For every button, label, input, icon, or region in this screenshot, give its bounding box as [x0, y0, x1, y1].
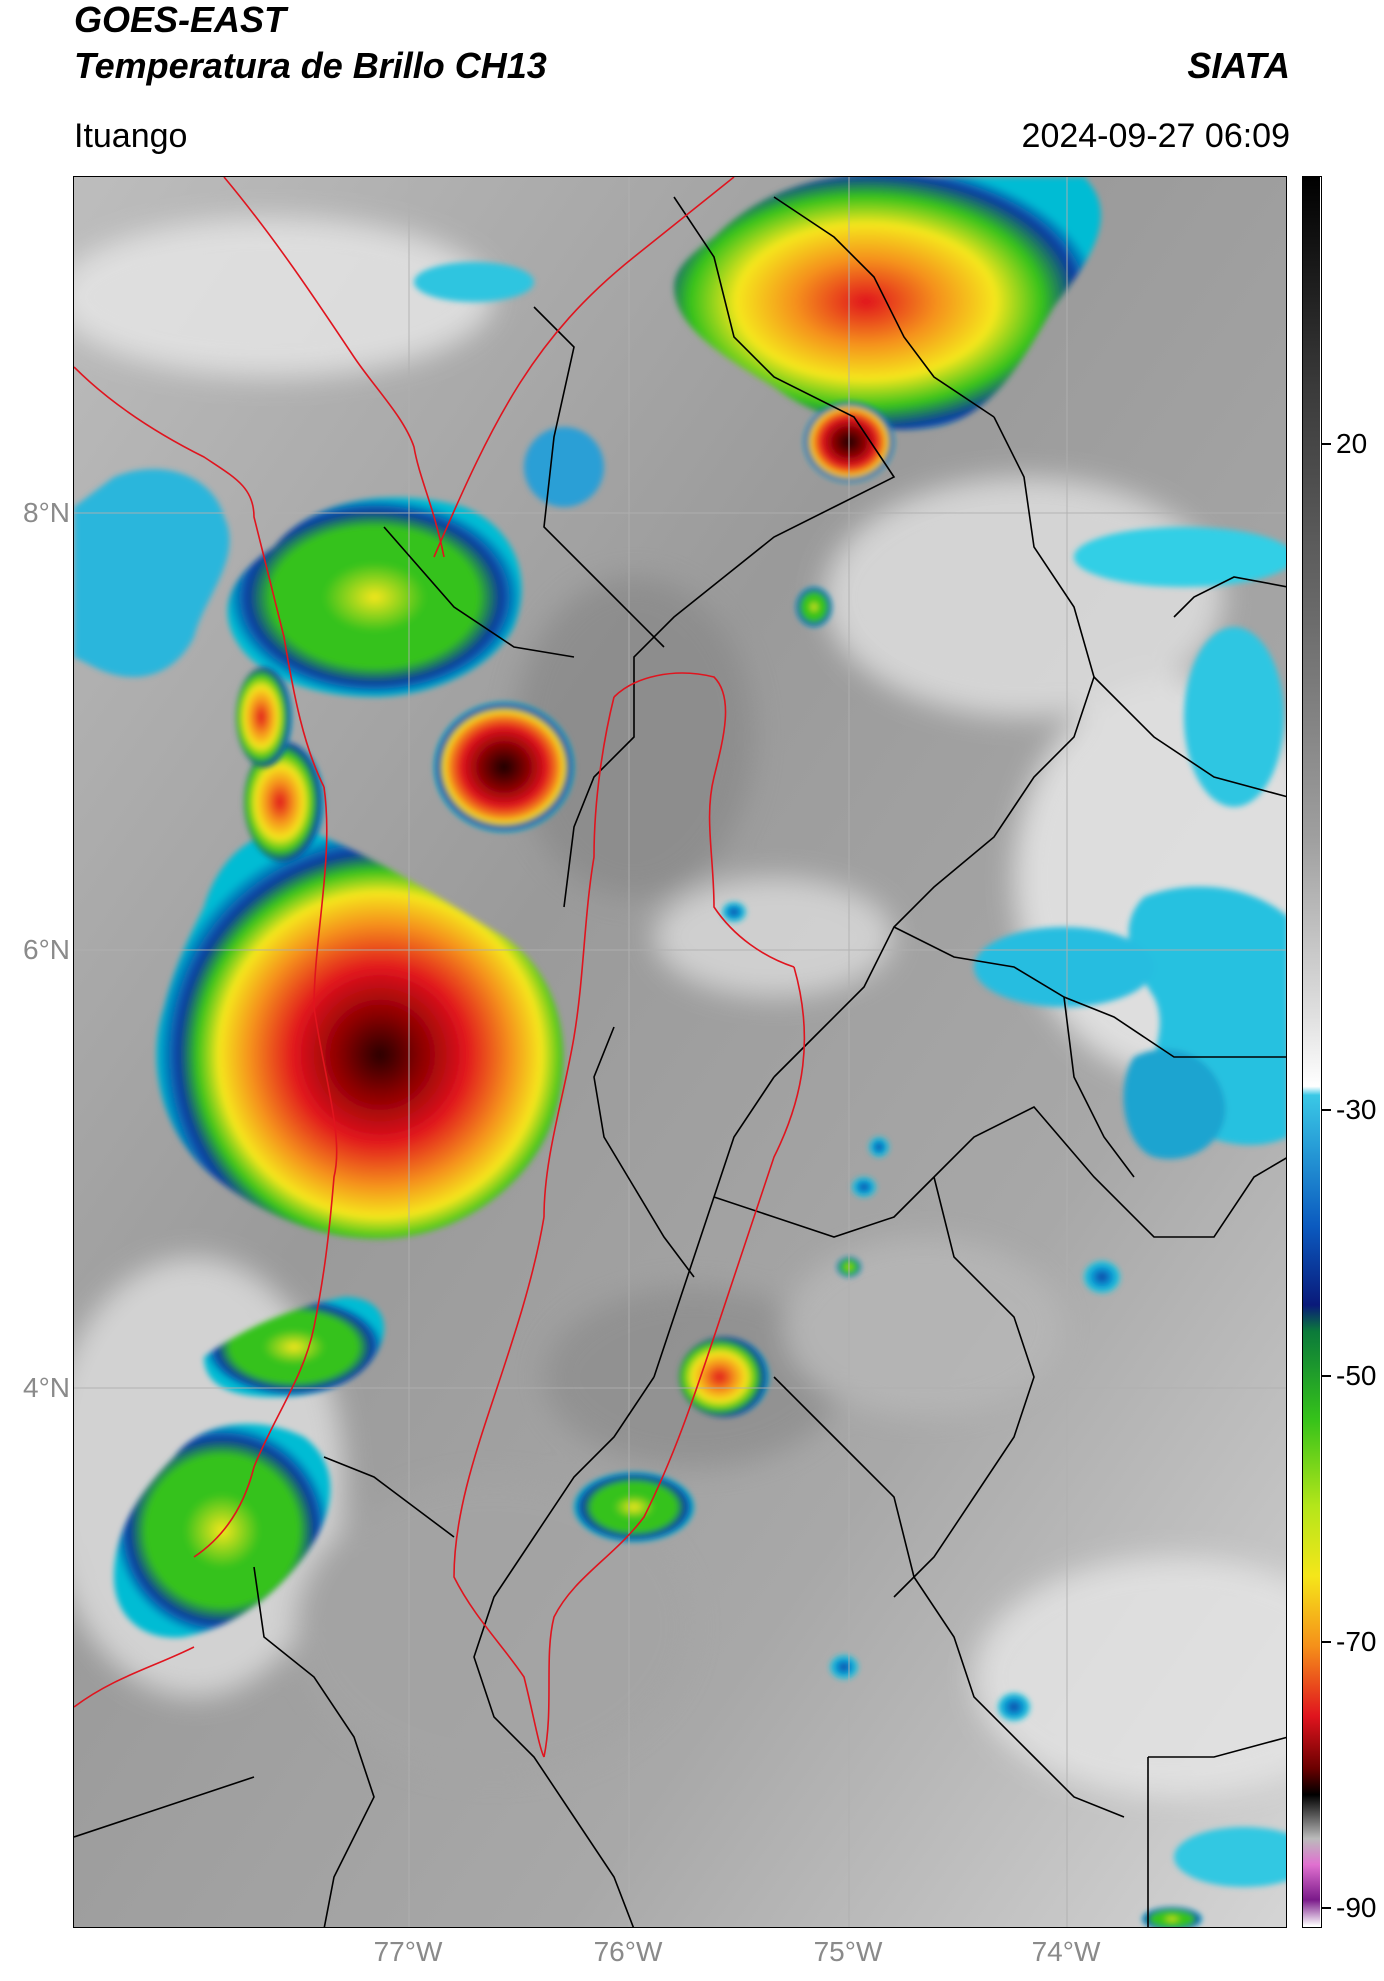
lon-tick-77w: 77°W — [373, 1936, 443, 1967]
location-label: Ituango — [74, 117, 188, 155]
lon-tick-76w: 76°W — [593, 1936, 663, 1967]
lat-tick-4n: 4°N — [23, 1372, 70, 1403]
colorbar-gradient — [1303, 177, 1320, 1926]
datetime-label: 2024-09-27 06:09 — [1021, 117, 1290, 155]
colorbar-label-minus30: -30 — [1336, 1094, 1377, 1125]
colorbar-tick-minus50 — [1322, 1375, 1331, 1377]
colorbar-label-minus50: -50 — [1336, 1360, 1377, 1391]
colorbar-tick-20 — [1322, 443, 1331, 445]
title-line-2: Temperatura de Brillo CH13 — [74, 45, 547, 86]
lon-tick-75w: 75°W — [813, 1936, 883, 1967]
colorbar-label-minus90: -90 — [1336, 1892, 1377, 1923]
administrative-borders — [74, 196, 1286, 1927]
satellite-map[interactable] — [73, 176, 1287, 1928]
main-pacific-storm — [156, 667, 564, 1239]
graticule — [74, 177, 1286, 1927]
cold-fringe-areas — [74, 262, 1286, 1887]
brand-label: SIATA — [1187, 45, 1290, 86]
colorbar-label-20: 20 — [1336, 428, 1368, 459]
map-canvas — [74, 177, 1286, 1927]
isolated-cells — [722, 587, 1202, 1927]
uraba-green-system — [227, 497, 574, 832]
lon-tick-74w: 74°W — [1031, 1936, 1101, 1967]
title-line-1: GOES-EAST — [74, 0, 287, 40]
colorbar-tick-minus70 — [1322, 1641, 1331, 1643]
lat-tick-6n: 6°N — [23, 934, 70, 965]
colorbar-tick-minus90 — [1322, 1907, 1331, 1909]
colorbar-label-minus70: -70 — [1336, 1626, 1377, 1657]
colorbar-tick-minus30 — [1322, 1109, 1331, 1111]
colorbar — [1302, 176, 1322, 1928]
lat-tick-8n: 8°N — [23, 497, 70, 528]
region-borders — [74, 177, 806, 1758]
